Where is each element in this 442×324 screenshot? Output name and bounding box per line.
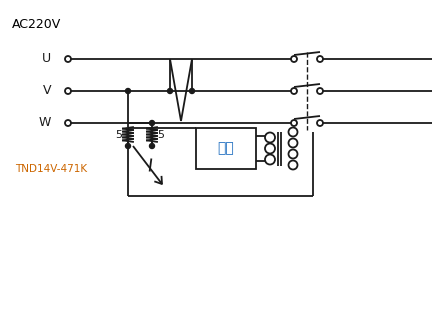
Text: W: W <box>38 117 51 130</box>
Circle shape <box>190 88 194 94</box>
Text: 回路: 回路 <box>217 142 234 156</box>
Text: AC220V: AC220V <box>12 18 61 31</box>
Circle shape <box>149 144 155 148</box>
Circle shape <box>168 88 172 94</box>
Bar <box>196 128 256 169</box>
Text: 5: 5 <box>157 130 164 140</box>
Text: 5: 5 <box>115 130 122 140</box>
Text: V: V <box>42 85 51 98</box>
Text: U: U <box>42 52 51 65</box>
Text: TND14V-471K: TND14V-471K <box>15 164 87 174</box>
Circle shape <box>126 88 130 94</box>
Circle shape <box>149 121 155 125</box>
Circle shape <box>126 144 130 148</box>
